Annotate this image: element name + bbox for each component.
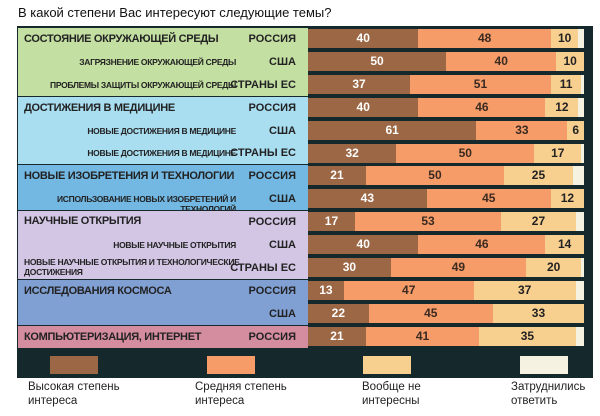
legend-label: Средняя степень интереса <box>195 381 287 407</box>
row-country: РОССИЯ <box>248 330 296 343</box>
row-country: РОССИЯ <box>248 216 296 229</box>
bar-medium-interest: 49 <box>390 258 527 277</box>
group-panel: СОСТОЯНИЕ ОКРУЖАЮЩЕЙ СРЕДЫ РОССИЯ ЗАГРЯЗНЕ… <box>18 28 308 96</box>
bar-not-interested: 20 <box>526 258 582 277</box>
bar-medium-interest: 46 <box>418 97 546 117</box>
bar-not-interested: 35 <box>479 326 576 346</box>
row-country: США <box>269 307 296 320</box>
row-country: РОССИЯ <box>248 101 296 114</box>
row-country: СТРАНЫ ЕС <box>230 78 296 91</box>
bar-not-interested: 17 <box>534 143 582 163</box>
bar-no-answer <box>575 326 584 346</box>
group-panel: НАУЧНЫЕ ОТКРЫТИЯ РОССИЯ НОВЫЕ НАУЧНЫЕ ОТКР… <box>18 211 308 279</box>
row-country: РОССИЯ <box>248 33 296 45</box>
bar-not-interested: 12 <box>545 97 579 117</box>
bar-medium-interest: 48 <box>418 29 551 48</box>
bar-not-interested: 12 <box>550 189 584 209</box>
legend-label: Вообще не интересны <box>362 381 421 407</box>
bar-not-interested: 6 <box>567 120 584 140</box>
bar-high-interest: 40 <box>308 29 419 48</box>
bar-medium-interest: 33 <box>476 120 568 140</box>
group-panel: КОМПЬЮТЕРИЗАЦИЯ, ИНТЕРНЕТ РОССИЯ <box>18 325 308 348</box>
bar-medium-interest: 41 <box>365 326 480 346</box>
row-sublabel: ПРОБЛЕМЫ ЗАЩИТЫ ОКРУЖАЮЩЕЙ СРЕДЫ <box>50 79 236 90</box>
bar-medium-interest: 50 <box>365 166 504 186</box>
bar-medium-interest: 51 <box>410 74 551 94</box>
bar-high-interest: 50 <box>308 51 446 71</box>
bar-medium-interest: 40 <box>446 51 557 71</box>
row-country: РОССИЯ <box>248 170 296 183</box>
chart-title: В какой степени Вас интересуют следующие… <box>18 5 332 20</box>
bar-no-answer <box>581 258 584 277</box>
row-country: РОССИЯ <box>248 284 296 297</box>
bar-medium-interest: 47 <box>343 280 474 300</box>
bar-no-answer <box>575 212 584 232</box>
legend-label: Высокая степень интереса <box>28 381 120 407</box>
bar-high-interest: 30 <box>308 258 391 277</box>
legend-swatch <box>207 356 255 374</box>
bar-high-interest: 40 <box>308 97 419 117</box>
bar-medium-interest: 46 <box>418 235 546 255</box>
group-panel: НОВЫЕ ИЗОБРЕТЕНИЯ И ТЕХНОЛОГИИ РОССИЯ ИСПО… <box>18 165 308 214</box>
row-sublabel: НОВЫЕ НАУЧНЫЕ ОТКРЫТИЯ И ТЕХНОЛОГИЧЕСКИЕ… <box>24 256 240 277</box>
bar-no-answer <box>581 74 584 94</box>
group-panel: ДОСТИЖЕНИЯ В МЕДИЦИНЕ РОССИЯ НОВЫЕ ДОСТИЖЕ… <box>18 96 308 165</box>
row-country: США <box>269 239 296 252</box>
bar-medium-interest: 45 <box>426 189 551 209</box>
bar-no-answer <box>578 29 584 48</box>
group-panel: ИССЛЕДОВАНИЯ КОСМОСА РОССИЯ США <box>18 279 308 325</box>
bar-no-answer <box>578 97 584 117</box>
group-label: ИССЛЕДОВАНИЯ КОСМОСА <box>24 284 172 297</box>
legend-swatch <box>50 356 98 374</box>
bar-high-interest: 40 <box>308 235 419 255</box>
bar-high-interest: 13 <box>308 280 344 300</box>
row-sublabel: ЗАГРЯЗНЕНИЕ ОКРУЖАЮЩЕЙ СРЕДЫ <box>79 56 236 67</box>
bar-high-interest: 21 <box>308 326 366 346</box>
row-sublabel: НОВЫЕ ДОСТИЖЕНИЯ В МЕДИЦИНЕ <box>87 125 236 136</box>
group-label: ДОСТИЖЕНИЯ В МЕДИЦИНЕ <box>24 101 175 114</box>
bar-not-interested: 27 <box>501 212 576 232</box>
bar-no-answer <box>581 143 584 163</box>
bar-not-interested: 10 <box>556 51 584 71</box>
bar-not-interested: 11 <box>550 74 582 94</box>
legend-swatch <box>363 356 411 374</box>
bar-medium-interest: 53 <box>354 212 502 232</box>
bar-not-interested: 14 <box>545 235 584 255</box>
row-sublabel: НОВЫЕ ДОСТИЖЕНИЯ В МЕДИЦИНЕ <box>87 148 236 159</box>
group-label: СОСТОЯНИЕ ОКРУЖАЮЩЕЙ СРЕДЫ <box>24 33 219 45</box>
bar-high-interest: 37 <box>308 74 411 94</box>
group-label: КОМПЬЮТЕРИЗАЦИЯ, ИНТЕРНЕТ <box>24 330 202 343</box>
row-country: США <box>269 55 296 68</box>
group-label: НАУЧНЫЕ ОТКРЫТИЯ <box>24 215 141 228</box>
bar-no-answer <box>572 166 584 186</box>
bar-not-interested: 25 <box>503 166 573 186</box>
bar-no-answer <box>575 280 584 300</box>
legend-swatch <box>520 356 568 374</box>
bar-not-interested: 33 <box>492 303 584 323</box>
bar-high-interest: 43 <box>308 189 427 209</box>
row-country: СТРАНЫ ЕС <box>230 261 296 274</box>
row-sublabel: ИСПОЛЬЗОВАНИЕ НОВЫХ ИЗОБРЕТЕНИЙ И ТЕХНОЛ… <box>57 194 236 215</box>
bar-medium-interest: 45 <box>368 303 493 323</box>
bar-high-interest: 17 <box>308 212 355 232</box>
bar-not-interested: 10 <box>550 29 579 48</box>
bar-medium-interest: 50 <box>396 143 535 163</box>
row-sublabel: НОВЫЕ НАУЧНЫЕ ОТКРЫТИЯ <box>113 240 236 251</box>
bar-high-interest: 32 <box>308 143 397 163</box>
bar-high-interest: 61 <box>308 120 477 140</box>
row-country: США <box>269 193 296 206</box>
bar-not-interested: 37 <box>473 280 576 300</box>
legend-label: Затруднились ответить <box>511 381 586 407</box>
row-country: СТРАНЫ ЕС <box>230 147 296 160</box>
bar-high-interest: 21 <box>308 166 366 186</box>
bar-high-interest: 22 <box>308 303 369 323</box>
group-label: НОВЫЕ ИЗОБРЕТЕНИЯ И ТЕХНОЛОГИИ <box>24 170 235 183</box>
row-country: США <box>269 124 296 137</box>
